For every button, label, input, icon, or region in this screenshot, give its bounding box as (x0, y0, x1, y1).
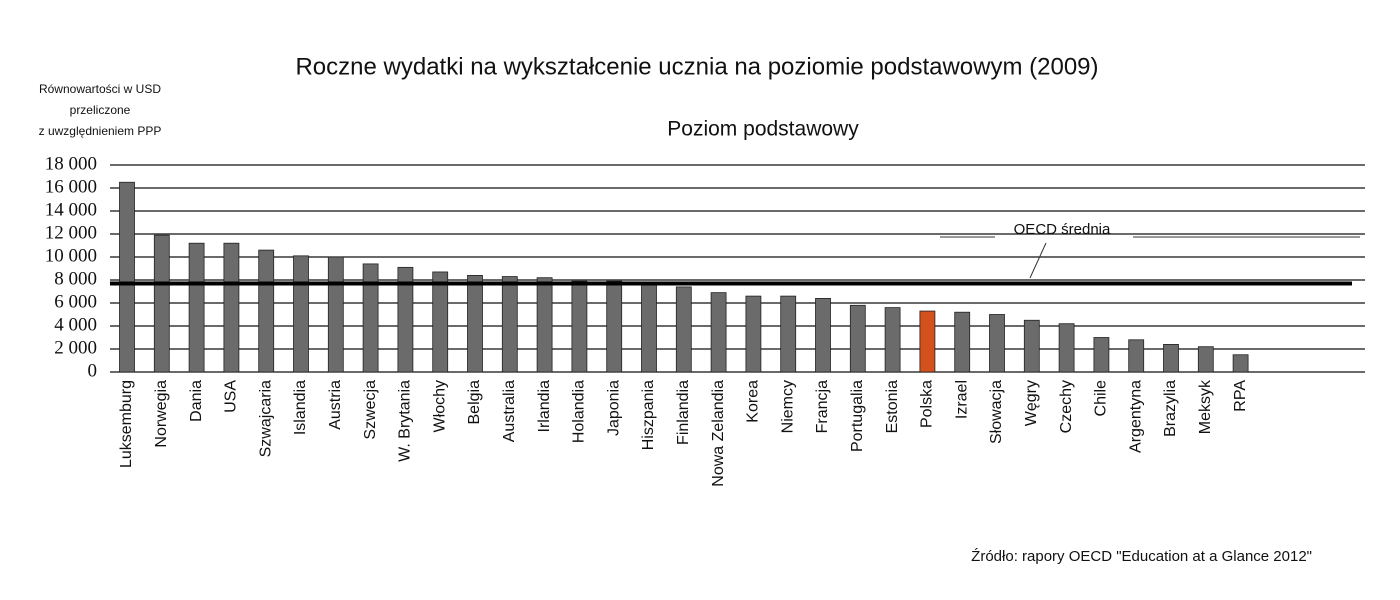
bar (1163, 343, 1179, 373)
chart-title: Roczne wydatki na wykształcenie ucznia n… (295, 53, 1098, 80)
x-tick-label: Włochy (431, 380, 448, 432)
bar (641, 284, 657, 373)
bar (362, 263, 379, 373)
x-tick-label: Meksyk (1197, 379, 1214, 434)
bar (188, 242, 205, 373)
bar (815, 297, 831, 373)
bar (327, 256, 344, 373)
x-tick-label: Norwegia (153, 380, 170, 448)
x-tick-label: Estonia (884, 380, 901, 433)
x-tick-label: Izrael (953, 380, 970, 419)
x-tick-label: Finlandia (675, 380, 692, 445)
bar (745, 295, 762, 373)
y-tick-label: 6 000 (54, 291, 97, 312)
bar (536, 277, 553, 373)
x-tick-label: Chile (1093, 380, 1110, 417)
x-tick-label: Australia (501, 380, 518, 442)
bar (258, 249, 275, 373)
bar (1232, 354, 1249, 373)
y-axis-label: Równowartości w USD (39, 82, 161, 96)
x-tick-label: Hiszpania (640, 380, 657, 450)
bar (849, 304, 866, 373)
y-tick-label: 10 000 (45, 245, 97, 266)
x-tick-label: Japonia (605, 380, 622, 436)
bar (223, 242, 240, 373)
bar (780, 295, 797, 373)
x-tick-label: Belgia (466, 380, 483, 425)
y-tick-label: 2 000 (54, 337, 97, 358)
bar (675, 286, 692, 373)
y-tick-label: 18 000 (45, 153, 97, 174)
x-tick-label: Argentyna (1127, 380, 1144, 453)
y-tick-label: 12 000 (45, 222, 97, 243)
x-tick-label: Holandia (571, 380, 588, 443)
y-tick-label: 4 000 (54, 314, 97, 335)
x-tick-label: Francja (814, 380, 831, 433)
y-tick-label: 0 (88, 360, 98, 381)
bar (710, 292, 727, 373)
y-tick-label: 8 000 (54, 268, 97, 289)
bar (989, 314, 1005, 373)
bar (1058, 323, 1075, 373)
bar (153, 234, 170, 373)
source-note: Źródło: rapory OECD "Education at a Glan… (971, 548, 1312, 565)
x-tick-label: USA (223, 380, 240, 413)
x-tick-label: Brazylia (1162, 380, 1179, 437)
x-tick-label: Islandia (292, 380, 309, 435)
bar (432, 271, 449, 373)
x-tick-label: Szwecja (362, 380, 379, 440)
y-axis-label: przeliczone (70, 103, 131, 117)
bar (467, 274, 483, 373)
bar (119, 181, 135, 373)
x-tick-label: Nowa Zelandia (710, 380, 727, 487)
bar (954, 311, 971, 373)
bar (501, 276, 518, 373)
y-tick-label: 14 000 (45, 199, 97, 220)
x-tick-label: Irlandia (536, 380, 553, 433)
bar (919, 310, 936, 373)
bar (1128, 339, 1145, 373)
bar (1093, 337, 1110, 373)
bar (1023, 319, 1040, 373)
x-tick-label: RPA (1232, 380, 1249, 412)
x-tick-label: Polska (919, 380, 936, 428)
x-tick-label: Portugalia (849, 380, 866, 452)
bar (1197, 346, 1214, 373)
annotation-arrow (1029, 242, 1047, 279)
x-tick-label: Słowacja (988, 380, 1005, 444)
bar (293, 255, 309, 373)
bar (571, 280, 588, 373)
x-tick-label: Austria (327, 380, 344, 430)
reference-label: OECD średnia (1014, 221, 1111, 238)
x-tick-label: Luksemburg (118, 380, 135, 468)
x-tick-label: Węgry (1023, 380, 1040, 426)
x-tick-label: Niemcy (779, 380, 796, 433)
x-tick-label: W. Brytania (397, 380, 414, 462)
x-tick-label: Czechy (1058, 380, 1075, 433)
y-tick-label: 16 000 (45, 176, 97, 197)
x-tick-label: Szwajcaria (257, 380, 274, 457)
bar (606, 280, 623, 373)
x-tick-label: Dania (188, 380, 205, 422)
y-axis-label: z uwzględnieniem PPP (39, 124, 162, 138)
x-tick-label: Korea (745, 380, 762, 423)
bar (397, 266, 414, 373)
bar (884, 307, 901, 373)
chart-subtitle: Poziom podstawowy (667, 118, 859, 141)
